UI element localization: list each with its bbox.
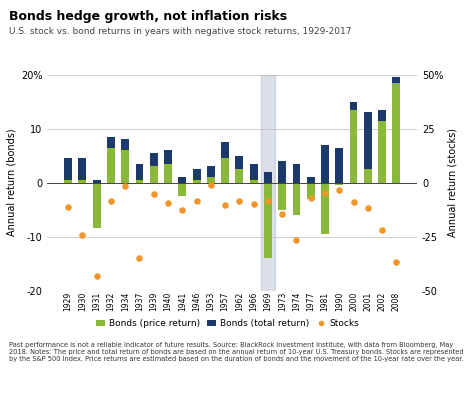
Bar	[107, 137, 115, 183]
Bar	[121, 139, 129, 183]
Bar	[378, 110, 386, 183]
Stocks	[236, 198, 243, 204]
Bar	[93, 183, 100, 228]
Bar	[264, 183, 272, 258]
Stocks	[321, 190, 329, 197]
Bar	[136, 180, 144, 183]
Bar	[236, 156, 243, 183]
Bar	[392, 77, 401, 183]
Bar	[121, 150, 129, 183]
Bar	[364, 112, 372, 183]
Bar	[192, 169, 201, 183]
Bar	[264, 172, 272, 183]
Bar	[350, 102, 357, 183]
Text: Past performance is not a reliable indicator of future results. Source: BlackRoc: Past performance is not a reliable indic…	[9, 342, 464, 362]
Bar	[221, 158, 229, 183]
Bar	[178, 177, 186, 183]
Bar	[292, 164, 301, 183]
Bar	[307, 183, 315, 199]
Bar	[307, 177, 315, 183]
Text: U.S. stock vs. bond returns in years with negative stock returns, 1929-2017: U.S. stock vs. bond returns in years wit…	[9, 27, 352, 36]
Stocks	[378, 227, 386, 233]
Bar	[278, 183, 286, 210]
Bar	[93, 180, 100, 183]
Bar	[107, 148, 115, 183]
Bar	[236, 169, 243, 183]
Stocks	[278, 210, 286, 217]
Stocks	[221, 202, 229, 209]
Stocks	[250, 201, 257, 208]
Bar	[250, 164, 257, 183]
Bar	[350, 110, 357, 183]
Stocks	[264, 198, 272, 204]
Bar	[164, 164, 172, 183]
Legend: Bonds (price return), Bonds (total return), Stocks: Bonds (price return), Bonds (total retur…	[92, 315, 363, 332]
Stocks	[136, 255, 143, 261]
Y-axis label: Annual return (bonds): Annual return (bonds)	[7, 129, 17, 237]
Stocks	[179, 206, 186, 213]
Bar	[336, 148, 343, 183]
Bar	[207, 166, 215, 183]
Bar	[321, 183, 329, 234]
Stocks	[307, 194, 315, 201]
Stocks	[207, 181, 215, 188]
Stocks	[79, 232, 86, 239]
Bar	[79, 180, 86, 183]
Stocks	[64, 204, 72, 211]
Bar	[392, 83, 401, 183]
Bar	[164, 150, 172, 183]
Bar	[364, 169, 372, 183]
Bar	[321, 145, 329, 183]
Stocks	[107, 198, 115, 204]
Stocks	[193, 198, 201, 204]
Stocks	[350, 199, 357, 205]
Stocks	[336, 187, 343, 193]
Bar	[278, 161, 286, 183]
Bar	[150, 166, 158, 183]
Bar	[292, 183, 301, 215]
Bar	[150, 153, 158, 183]
Bar	[261, 75, 275, 290]
Bar	[192, 180, 201, 183]
Text: Bonds hedge growth, not inflation risks: Bonds hedge growth, not inflation risks	[9, 10, 288, 23]
Stocks	[164, 200, 172, 206]
Bar	[336, 183, 343, 185]
Bar	[207, 177, 215, 183]
Bar	[250, 180, 257, 183]
Bar	[79, 158, 86, 183]
Stocks	[93, 273, 100, 280]
Stocks	[121, 183, 129, 189]
Bar	[221, 142, 229, 183]
Stocks	[364, 205, 372, 212]
Bar	[378, 120, 386, 183]
Stocks	[292, 237, 300, 243]
Stocks	[392, 259, 400, 266]
Bar	[64, 180, 72, 183]
Bar	[178, 183, 186, 196]
Bar	[64, 158, 72, 183]
Y-axis label: Annual return (stocks): Annual return (stocks)	[447, 128, 458, 237]
Stocks	[150, 191, 157, 198]
Bar	[136, 164, 144, 183]
